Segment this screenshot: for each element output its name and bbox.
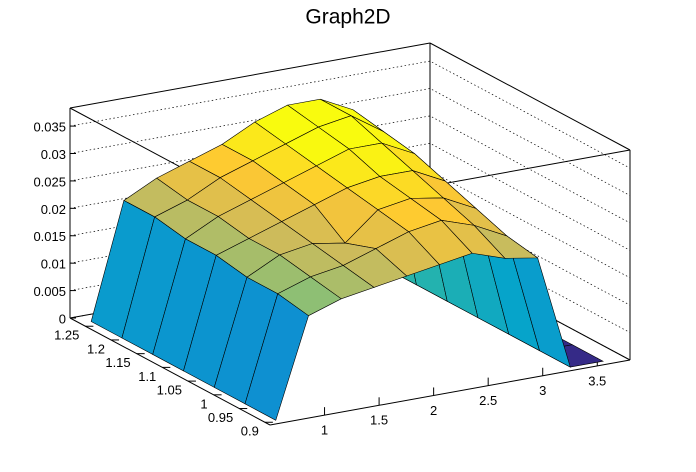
x-tick-label: 3	[539, 383, 546, 398]
chart-title: Graph2D	[305, 6, 390, 29]
x-tick-label: 2	[430, 403, 437, 418]
box-edge	[69, 317, 271, 426]
grid-line	[69, 60, 631, 169]
x-tick-label: 2.5	[479, 393, 497, 408]
x-tick-label: 1	[321, 423, 328, 438]
z-tick-label: 0	[59, 311, 66, 326]
box-edge	[429, 42, 631, 151]
box-edge	[69, 42, 431, 109]
y-tick-label: 1.2	[87, 341, 105, 356]
surface-cell	[244, 293, 309, 421]
grid-line	[69, 88, 631, 196]
y-tick-label: 1.15	[105, 355, 130, 370]
z-tick-label: 0.02	[41, 202, 66, 217]
grid-line	[69, 142, 631, 251]
grid-line	[69, 170, 631, 279]
z-tick-label: 0.015	[33, 229, 66, 244]
z-tick-label: 0.005	[33, 284, 66, 299]
y-tick-label: 1.25	[54, 328, 79, 343]
y-tick-label: 1	[200, 396, 207, 411]
y-tick-label: 1.05	[157, 383, 182, 398]
grid-line	[69, 252, 631, 361]
z-tick-label: 0.035	[33, 120, 66, 135]
grid-line	[69, 115, 631, 224]
grid-line	[69, 197, 631, 306]
z-tick-label: 0.025	[33, 174, 66, 189]
x-tick-label: 1.5	[370, 413, 388, 428]
y-tick-label: 0.9	[241, 424, 259, 439]
z-tick-label: 0.03	[41, 147, 66, 162]
z-tick-label: 0.01	[41, 257, 66, 272]
y-tick-label: 0.95	[208, 410, 233, 425]
x-tick-label: 3.5	[588, 373, 606, 388]
grid-line	[69, 225, 631, 333]
box-edge	[269, 359, 631, 426]
y-tick-label: 1.1	[138, 369, 156, 384]
